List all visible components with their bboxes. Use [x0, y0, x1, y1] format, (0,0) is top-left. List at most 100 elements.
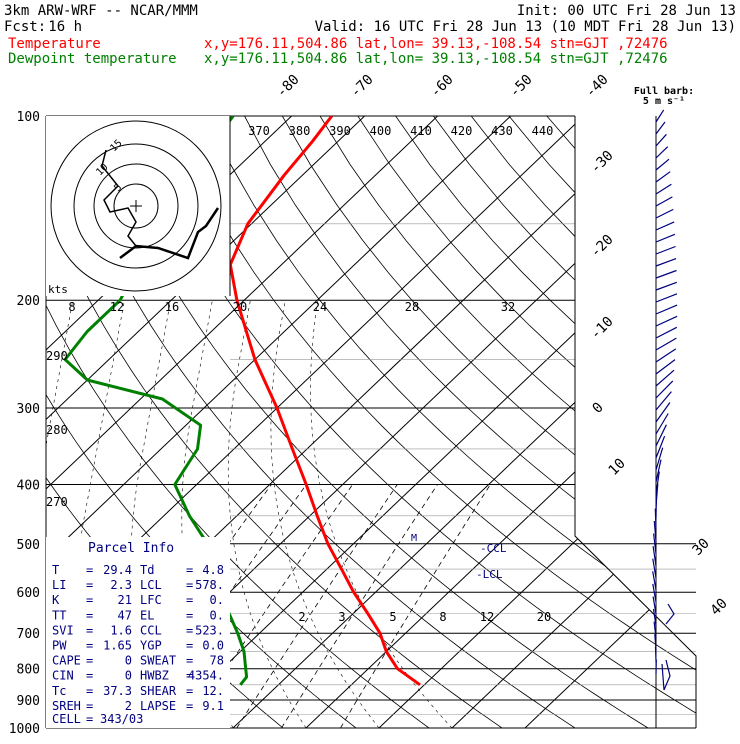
parcel-value-right: 4354.	[188, 669, 224, 683]
dewpoint-legend-label: Dewpoint temperature	[8, 51, 177, 67]
dry-adiabat-line	[396, 116, 740, 728]
parcel-key-right: YGP	[140, 639, 162, 653]
isotherm-label: 0	[590, 400, 607, 417]
hodograph-unit: kts	[48, 283, 68, 296]
parcel-eq-right: =	[186, 684, 193, 698]
mixing-ratio-label-upper: 8	[68, 300, 75, 314]
temperature-legend-label: Temperature	[8, 36, 101, 52]
isotherm-label: -50	[507, 72, 536, 101]
parcel-value-right: 523.	[195, 623, 224, 637]
parcel-value-right: 578.	[195, 578, 224, 592]
wind-barb	[656, 134, 666, 146]
parcel-eq-right: =	[186, 593, 193, 607]
dry-adiabat-line	[320, 116, 740, 728]
theta-e-label: 430	[491, 124, 513, 138]
wind-barb	[656, 271, 677, 279]
wind-barb	[656, 392, 671, 410]
parcel-key-right: Td	[140, 563, 154, 577]
parcel-eq-left: =	[86, 623, 93, 637]
mixing-ratio-label-lower: 2	[298, 610, 305, 624]
dry-adiabat-label: 270	[46, 495, 68, 509]
wind-barb	[656, 414, 668, 435]
mixing-ratio-line	[237, 485, 397, 729]
isotherm-line	[306, 116, 740, 728]
plot-right-border	[575, 116, 696, 728]
mixing-ratio-label-upper: 32	[501, 300, 515, 314]
parcel-value-left: 0	[125, 669, 132, 683]
temperature-profile	[230, 116, 420, 685]
lcl-marker: -LCL	[476, 568, 503, 581]
isotherm-label: -80	[274, 72, 303, 101]
parcel-eq-left: =	[86, 684, 93, 698]
parcel-key-right: SWEAT	[140, 654, 176, 668]
parcel-key-left: LI	[52, 578, 66, 592]
parcel-value-right: 0.0	[202, 639, 224, 653]
pressure-label-300: 300	[17, 402, 40, 417]
parcel-eq-right: =	[186, 578, 193, 592]
theta-e-label: 370	[248, 124, 270, 138]
parcel-eq-right: =	[186, 639, 193, 653]
parcel-key-right: EL	[140, 608, 154, 622]
wind-barb	[656, 349, 676, 362]
wind-barb	[656, 259, 676, 266]
header: 3km ARW-WRF -- NCAR/MMM Init: 00 UTC Fri…	[4, 3, 736, 67]
parcel-eq-left: =	[86, 639, 93, 653]
mixing-ratio-label-lower: 3	[338, 610, 345, 624]
dry-adiabat-label: 290	[46, 349, 68, 363]
parcel-value-right: 12.	[202, 684, 224, 698]
wind-barb	[656, 122, 665, 134]
wind-barb	[656, 305, 677, 314]
dry-adiabat-line	[207, 116, 740, 728]
parcel-eq-left: =	[86, 608, 93, 622]
pressure-label-1000: 1000	[9, 722, 40, 737]
wind-barb	[656, 159, 669, 170]
pressure-label-400: 400	[17, 478, 40, 493]
isotherm-line	[452, 116, 740, 728]
parcel-eq-left: =	[86, 593, 93, 607]
init-time: Init: 00 UTC Fri 28 Jun 13	[517, 3, 736, 19]
isotherm-label: -40	[583, 72, 612, 101]
parcel-eq-left: =	[86, 578, 93, 592]
wind-barb	[656, 294, 677, 302]
model-title: 3km ARW-WRF -- NCAR/MMM	[4, 3, 198, 19]
wind-barb	[656, 184, 671, 194]
dry-adiabat-line	[509, 116, 740, 728]
forecast-label: Fcst:	[4, 19, 46, 35]
mixing-ratio-label-upper: 24	[313, 300, 327, 314]
parcel-eq-right: =	[186, 623, 193, 637]
isotherm-label: -10	[588, 314, 617, 343]
mixing-ratio-label-lower: 12	[480, 610, 494, 624]
parcel-value-left: 21	[118, 593, 132, 607]
isotherm-label: 10	[606, 456, 629, 479]
wind-barb	[656, 338, 676, 350]
wind-barb	[656, 327, 677, 338]
wind-barb	[656, 147, 668, 158]
mixing-ratio-label-upper: 16	[165, 300, 179, 314]
parcel-key-left: SREH	[52, 699, 81, 713]
pressure-label-100: 100	[17, 110, 40, 125]
valid-time: Valid: 16 UTC Fri 28 Jun 13 (10 MDT Fri …	[315, 19, 736, 35]
wind-barb	[656, 110, 664, 122]
dry-adiabat-line	[169, 116, 740, 728]
isotherm-label: -60	[428, 72, 457, 101]
isotherm-label: -30	[588, 148, 617, 177]
wind-barbs	[653, 110, 677, 728]
isotherm-label: -70	[348, 72, 377, 101]
theta-e-label: 410	[410, 124, 432, 138]
mixing-ratio-label-lower: 5	[389, 610, 396, 624]
moist-adiabat-line	[310, 300, 452, 728]
theta-e-label: 380	[289, 124, 311, 138]
parcel-value-left: 1.65	[103, 639, 132, 653]
theta-e-label: 420	[451, 124, 473, 138]
pressure-label-500: 500	[17, 538, 40, 553]
parcel-value-left: 1.6	[110, 623, 132, 637]
parcel-key-left: CIN	[52, 669, 74, 683]
barb-legend-line2: 5 m s⁻¹	[643, 96, 685, 107]
mixing-ratio-label-upper: 20	[233, 300, 247, 314]
barb-legend: Full barb: 5 m s⁻¹	[634, 86, 694, 107]
mixing-ratio-label-lower: 8	[439, 610, 446, 624]
isotherm-label: 40	[708, 596, 731, 619]
moist-adiabat-line	[228, 300, 306, 728]
parcel-eq-right: =	[186, 654, 193, 668]
parcel-eq-right: =	[186, 563, 193, 577]
